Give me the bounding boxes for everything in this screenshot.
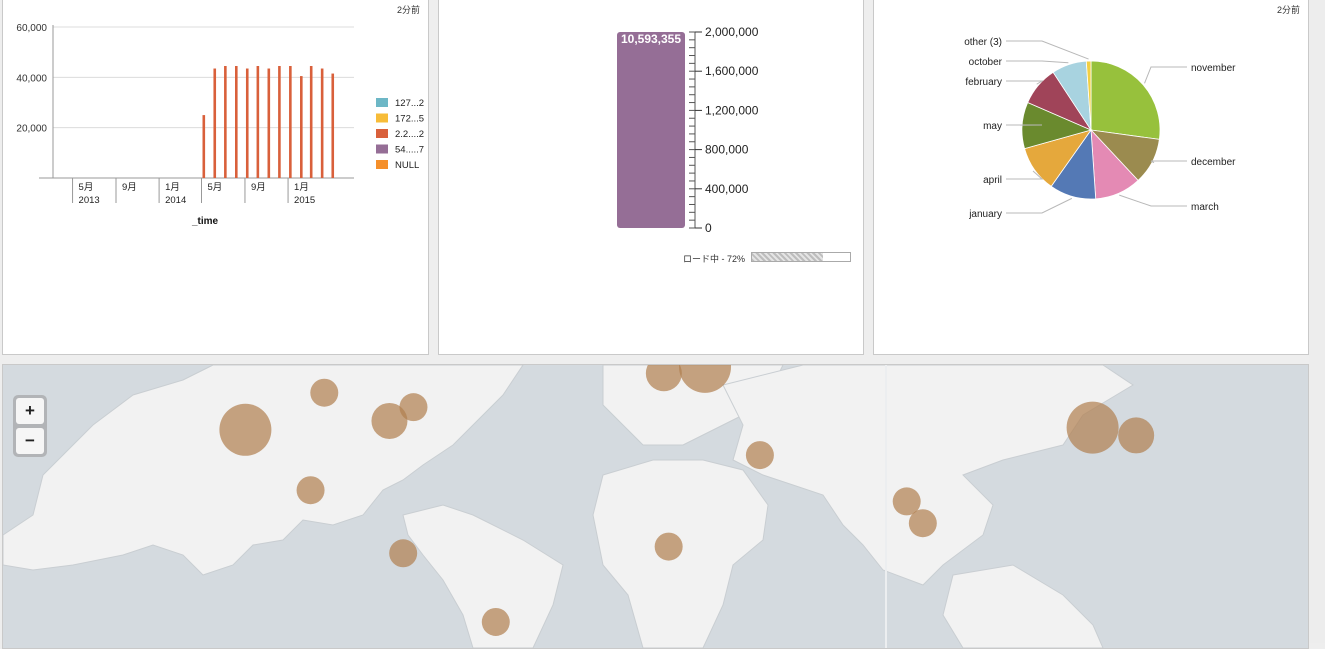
x-tick-month: 5月 bbox=[79, 182, 94, 193]
bar bbox=[321, 69, 324, 178]
timechart-svg: 60,000 40,000 20,000 5月 2013 9月 1月 2014 5月 9月 1月 20… bbox=[3, 0, 428, 354]
x-tick-month: 9月 bbox=[122, 182, 137, 193]
legend-swatch bbox=[376, 98, 388, 107]
bar bbox=[268, 69, 271, 178]
bar bbox=[289, 66, 292, 178]
map-bubble-marker bbox=[297, 476, 325, 504]
map-bubble-marker bbox=[1118, 417, 1154, 453]
y-tick-label: 60,000 bbox=[16, 23, 47, 34]
gauge-value-label: 10,593,355 bbox=[621, 32, 681, 46]
bar bbox=[235, 66, 238, 178]
gauge-panel: 10,593,355 2,000,000 1,600,000 1,200,000 800… bbox=[438, 0, 864, 355]
panel-timestamp: 2分前 bbox=[397, 3, 420, 16]
pie-svg: november december march january april may febr… bbox=[874, 0, 1308, 354]
gauge-tick-label: 0 bbox=[705, 221, 712, 235]
map-bubble-marker bbox=[1067, 402, 1119, 454]
bar bbox=[331, 74, 334, 178]
x-tick-month: 1月 bbox=[294, 182, 309, 193]
map-bubble-marker bbox=[655, 533, 683, 561]
gauge-tick-label: 1,200,000 bbox=[705, 103, 759, 117]
bar bbox=[213, 69, 216, 178]
gauge-fill bbox=[617, 32, 685, 228]
pie-label: october bbox=[969, 57, 1003, 68]
bar bbox=[203, 115, 206, 178]
legend-swatch bbox=[376, 129, 388, 138]
pie-label: april bbox=[983, 175, 1002, 186]
pie-label: may bbox=[983, 121, 1002, 132]
x-tick-month: 1月 bbox=[165, 182, 180, 193]
map-bubble-marker bbox=[746, 441, 774, 469]
legend-label: 172...5 bbox=[395, 114, 424, 125]
loading-progress-bar bbox=[751, 252, 851, 262]
pie-leader-line bbox=[1145, 67, 1187, 83]
x-tick-year: 2014 bbox=[165, 195, 186, 206]
timechart-panel: 2分前 60,000 40,000 20,000 5月 2013 9月 1月 2014 5月 9月… bbox=[2, 0, 429, 355]
bar bbox=[224, 66, 227, 178]
loading-progress-fill bbox=[752, 253, 823, 261]
legend-label: 54.....7 bbox=[395, 145, 424, 156]
bar bbox=[310, 66, 313, 178]
pie-label: january bbox=[968, 209, 1002, 220]
map-panel[interactable]: + − bbox=[2, 364, 1309, 649]
map-bubble-marker bbox=[389, 539, 417, 567]
x-tick-year: 2013 bbox=[79, 195, 100, 206]
legend-label: 127...2 bbox=[395, 98, 424, 109]
pie-leader-line bbox=[1006, 198, 1072, 213]
legend-swatch bbox=[376, 160, 388, 169]
x-tick-month: 9月 bbox=[251, 182, 266, 193]
bar bbox=[300, 76, 303, 178]
loading-label: ロード中 - 72% bbox=[683, 252, 745, 265]
world-map[interactable] bbox=[3, 365, 1308, 648]
map-bubble-marker bbox=[310, 379, 338, 407]
bar bbox=[257, 66, 260, 178]
map-bubble-marker bbox=[399, 393, 427, 421]
zoom-in-button[interactable]: + bbox=[16, 398, 44, 424]
gauge-tick-label: 1,600,000 bbox=[705, 64, 759, 78]
zoom-out-button[interactable]: − bbox=[16, 428, 44, 454]
pie-panel: 2分前 november december march january april may… bbox=[873, 0, 1309, 355]
zoom-control: + − bbox=[13, 395, 47, 457]
legend-swatch bbox=[376, 114, 388, 123]
x-axis-title: _time bbox=[191, 216, 219, 227]
gauge-tick-label: 400,000 bbox=[705, 182, 749, 196]
legend-swatch bbox=[376, 145, 388, 154]
pie-leader-line bbox=[1006, 81, 1042, 84]
pie-label: february bbox=[965, 77, 1002, 88]
map-bubble-marker bbox=[219, 404, 271, 456]
gauge-tick-label: 800,000 bbox=[705, 143, 749, 157]
pie-leader-line bbox=[1119, 195, 1187, 206]
pie-slice bbox=[1091, 61, 1160, 139]
pie-label: november bbox=[1191, 63, 1236, 74]
map-bubble-marker bbox=[909, 509, 937, 537]
bar bbox=[278, 66, 281, 178]
map-bubble-marker bbox=[482, 608, 510, 636]
panel-timestamp: 2分前 bbox=[1277, 3, 1300, 16]
y-tick-label: 20,000 bbox=[16, 124, 47, 135]
x-tick-month: 5月 bbox=[208, 182, 223, 193]
y-tick-label: 40,000 bbox=[16, 73, 47, 84]
bar bbox=[246, 69, 249, 178]
pie-leader-line bbox=[1151, 161, 1187, 163]
pie-label: other (3) bbox=[964, 37, 1002, 48]
legend-label: NULL bbox=[395, 160, 419, 171]
gauge-svg: 10,593,355 2,000,000 1,600,000 1,200,000 800… bbox=[439, 0, 863, 354]
legend-label: 2.2....2 bbox=[395, 129, 424, 140]
x-tick-year: 2015 bbox=[294, 195, 315, 206]
scrollbar[interactable] bbox=[1309, 0, 1325, 643]
pie-leader-line bbox=[1006, 41, 1089, 59]
pie-label: december bbox=[1191, 157, 1236, 168]
pie-label: march bbox=[1191, 202, 1219, 213]
gauge-tick-label: 2,000,000 bbox=[705, 25, 759, 39]
pie-leader-line bbox=[1006, 61, 1068, 63]
